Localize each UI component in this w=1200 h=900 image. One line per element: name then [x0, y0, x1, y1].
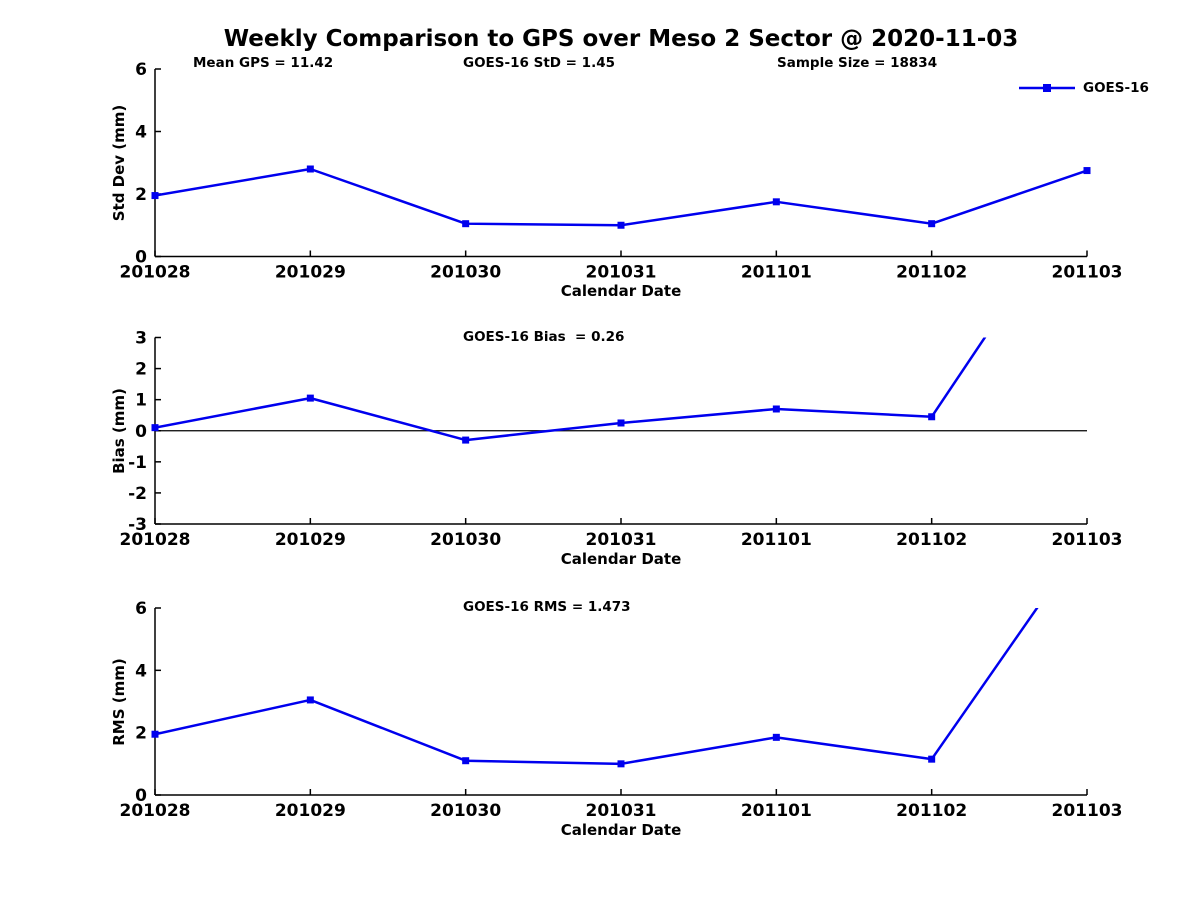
- x-axis-label-calendar-date-1: Calendar Date: [560, 282, 682, 300]
- x-tick-label: 201102: [896, 801, 967, 821]
- annotation-sample-size: Sample Size = 18834: [777, 55, 938, 71]
- y-tick-label: 6: [135, 60, 147, 80]
- y-tick-label: -1: [128, 453, 147, 473]
- data-point: [772, 733, 780, 741]
- y-axis-label-bias: Bias (mm): [110, 388, 128, 474]
- annotation-goes16-rms: GOES-16 RMS = 1.473: [463, 599, 631, 615]
- x-tick-label: 201031: [586, 263, 657, 283]
- y-tick-label: 2: [135, 360, 147, 380]
- y-tick-label: 0: [135, 248, 147, 268]
- data-point: [151, 424, 159, 432]
- y-tick-label: 1: [135, 391, 147, 411]
- annotation-goes16-bias: GOES-16 Bias = 0.26: [463, 329, 625, 345]
- data-point: [928, 220, 936, 228]
- x-tick-label: 201102: [896, 530, 967, 550]
- x-tick-label: 201101: [741, 530, 812, 550]
- data-line-goes-16: [155, 608, 1039, 766]
- data-line-goes-16: [155, 167, 1087, 227]
- data-point: [617, 419, 625, 427]
- data-point: [462, 436, 470, 444]
- x-tick-label: 201103: [1052, 263, 1123, 283]
- data-point: [772, 405, 780, 413]
- data-point: [928, 755, 936, 763]
- x-tick-label: 201028: [120, 801, 191, 821]
- data-point: [928, 413, 936, 421]
- y-axis-label-rms: RMS (mm): [110, 658, 128, 746]
- x-tick-label: 201028: [120, 530, 191, 550]
- data-point: [617, 221, 625, 229]
- x-tick-label: 201103: [1052, 801, 1123, 821]
- data-point: [617, 760, 625, 768]
- data-point: [151, 192, 159, 200]
- y-tick-label: 0: [135, 422, 147, 442]
- x-tick-label: 201030: [430, 530, 501, 550]
- figure-title: Weekly Comparison to GPS over Meso 2 Sec…: [223, 26, 1019, 52]
- x-tick-label: 201031: [586, 530, 657, 550]
- annotation-goes16-std: GOES-16 StD = 1.45: [463, 55, 615, 71]
- subplot-std-dev: 0 2 4 6 201028 201029 201030 201031 201101 201102…: [120, 60, 1123, 283]
- x-axis-label-calendar-date-2: Calendar Date: [560, 550, 682, 568]
- y-tick-label: 6: [135, 599, 147, 619]
- legend-label-goes16: GOES-16: [1083, 80, 1149, 96]
- data-point: [306, 394, 314, 402]
- data-point: [306, 696, 314, 704]
- y-tick-label: -3: [128, 515, 147, 535]
- y-tick-label: 0: [135, 786, 147, 806]
- legend: GOES-16: [1018, 80, 1149, 96]
- y-axis-label-std-dev: Std Dev (mm): [110, 104, 128, 222]
- x-tick-label: 201030: [430, 263, 501, 283]
- x-tick-label: 201031: [586, 801, 657, 821]
- subplot-rms: 0 2 4 6 201028 201029 201030 201031 201101 201102…: [120, 599, 1123, 821]
- legend-line-sample-icon: [1019, 84, 1075, 92]
- x-tick-label: 201028: [120, 263, 191, 283]
- x-tick-label: 201030: [430, 801, 501, 821]
- data-point: [151, 730, 159, 738]
- data-point: [462, 220, 470, 228]
- y-tick-label: 3: [135, 329, 147, 349]
- x-tick-label: 201103: [1052, 530, 1123, 550]
- y-tick-label: 2: [135, 185, 147, 205]
- x-tick-label: 201101: [741, 801, 812, 821]
- data-point: [462, 757, 470, 765]
- y-tick-label: -2: [128, 484, 147, 504]
- data-point: [772, 198, 780, 206]
- x-tick-label: 201102: [896, 263, 967, 283]
- x-tick-label: 201029: [275, 801, 346, 821]
- annotation-mean-gps: Mean GPS = 11.42: [193, 55, 334, 71]
- x-tick-label: 201101: [741, 263, 812, 283]
- data-point: [1083, 167, 1091, 175]
- x-tick-label: 201029: [275, 263, 346, 283]
- x-tick-label: 201029: [275, 530, 346, 550]
- data-point: [306, 165, 314, 173]
- y-tick-label: 2: [135, 724, 147, 744]
- y-tick-label: 4: [135, 661, 147, 681]
- y-tick-label: 4: [135, 123, 147, 143]
- x-axis-label-calendar-date-3: Calendar Date: [560, 821, 682, 839]
